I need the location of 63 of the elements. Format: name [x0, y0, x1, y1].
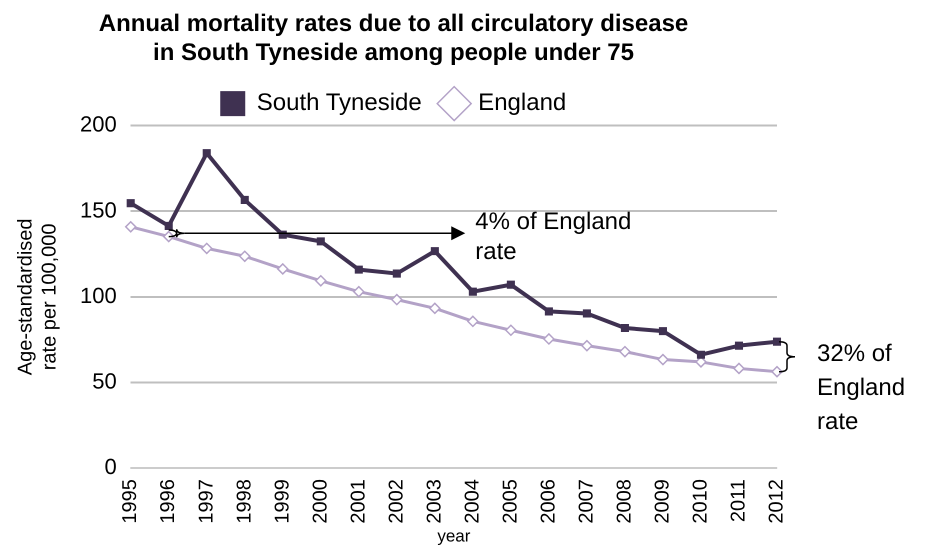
y-tick-label: 0	[104, 454, 117, 480]
x-tick-label: 2010	[689, 479, 712, 524]
x-tick-label: 1999	[271, 479, 294, 524]
point	[505, 324, 517, 336]
point	[124, 221, 136, 233]
point	[126, 199, 135, 208]
x-tick-label: 2009	[651, 479, 674, 524]
x-tick-label: 2007	[575, 479, 598, 524]
point	[619, 346, 631, 358]
y-tick-label: 50	[92, 368, 117, 394]
x-tick-label: 1998	[233, 479, 256, 524]
point	[164, 222, 173, 230]
x-axis-title: year	[437, 526, 471, 546]
y-tick-label: 150	[80, 197, 117, 222]
point	[202, 149, 211, 158]
x-tick-label: 2006	[537, 479, 560, 524]
point	[353, 286, 365, 298]
x-tick-label: 2008	[613, 479, 636, 524]
point	[543, 333, 555, 345]
point	[771, 366, 783, 378]
point	[391, 294, 403, 306]
point	[316, 237, 325, 246]
point	[734, 342, 744, 350]
x-tick-label: 2003	[423, 479, 446, 524]
point	[468, 288, 477, 296]
x-tick-label: 2005	[499, 479, 522, 524]
point	[240, 196, 249, 204]
point	[506, 280, 515, 289]
x-tick-label: 2001	[347, 479, 370, 524]
x-tick-label: 1997	[195, 479, 218, 524]
point	[544, 307, 553, 316]
point	[581, 340, 593, 352]
point	[315, 275, 327, 287]
x-tick-label: 2000	[309, 479, 332, 524]
point	[354, 266, 363, 274]
point	[200, 242, 212, 254]
x-tick-label: 2002	[385, 479, 408, 524]
point	[733, 362, 745, 374]
point	[582, 309, 591, 318]
legend-label: England	[478, 89, 566, 116]
point	[239, 250, 251, 262]
y-tick-label: 100	[80, 282, 117, 308]
point	[772, 338, 782, 346]
point	[467, 316, 479, 328]
x-tick-label: 1995	[119, 479, 142, 524]
point	[657, 354, 669, 366]
point	[392, 270, 401, 278]
chart-title: Annual mortality rates due to all circulatory disease in South Tyneside among people under 75	[98, 10, 688, 66]
x-tick-label: 2012	[766, 479, 788, 524]
point	[620, 324, 629, 332]
point	[277, 263, 289, 275]
y-axis-title: Age-standardised rate per 100,000	[14, 218, 61, 376]
annotation: 4% of England rate	[475, 207, 632, 268]
x-tick-label: 2004	[461, 479, 484, 524]
point	[696, 350, 705, 359]
x-tick-label: 2011	[728, 479, 750, 522]
text: 32% of England rate	[817, 338, 906, 437]
y-tick-label: 200	[80, 112, 117, 137]
point	[658, 327, 667, 336]
point	[429, 302, 441, 314]
x-tick-label: 1996	[157, 479, 180, 524]
legend-label: South Tyneside	[256, 89, 422, 116]
point	[430, 247, 439, 256]
